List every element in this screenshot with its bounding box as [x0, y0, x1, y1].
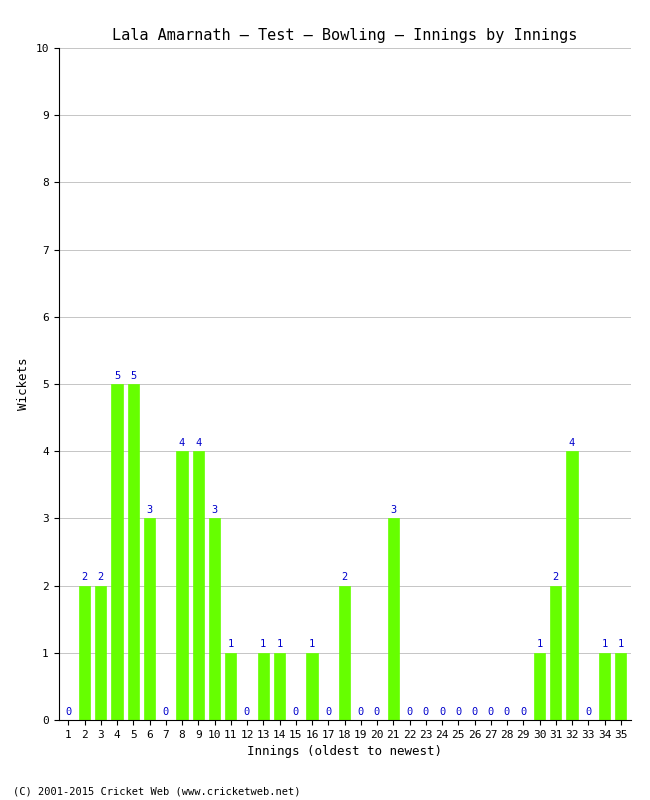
Title: Lala Amarnath – Test – Bowling – Innings by Innings: Lala Amarnath – Test – Bowling – Innings…: [112, 28, 577, 42]
Bar: [339, 586, 350, 720]
Text: 0: 0: [520, 706, 526, 717]
Bar: [79, 586, 90, 720]
Bar: [274, 653, 285, 720]
Bar: [599, 653, 610, 720]
Bar: [192, 451, 204, 720]
Text: 0: 0: [471, 706, 478, 717]
Bar: [387, 518, 399, 720]
Text: 0: 0: [374, 706, 380, 717]
Text: 0: 0: [244, 706, 250, 717]
Bar: [566, 451, 578, 720]
Bar: [209, 518, 220, 720]
Text: 0: 0: [325, 706, 332, 717]
Bar: [257, 653, 269, 720]
Text: 1: 1: [276, 639, 283, 650]
Text: 0: 0: [65, 706, 72, 717]
Bar: [176, 451, 188, 720]
Text: 1: 1: [601, 639, 608, 650]
Text: 1: 1: [536, 639, 543, 650]
Text: (C) 2001-2015 Cricket Web (www.cricketweb.net): (C) 2001-2015 Cricket Web (www.cricketwe…: [13, 786, 300, 796]
Text: 2: 2: [552, 572, 559, 582]
Bar: [550, 586, 562, 720]
Text: 5: 5: [114, 370, 120, 381]
Text: 0: 0: [585, 706, 592, 717]
Text: 2: 2: [98, 572, 104, 582]
Text: 2: 2: [341, 572, 348, 582]
Text: 2: 2: [81, 572, 88, 582]
Text: 0: 0: [488, 706, 494, 717]
Bar: [127, 384, 139, 720]
Bar: [534, 653, 545, 720]
Text: 0: 0: [162, 706, 169, 717]
Text: 4: 4: [179, 438, 185, 448]
X-axis label: Innings (oldest to newest): Innings (oldest to newest): [247, 746, 442, 758]
Bar: [95, 586, 107, 720]
Bar: [111, 384, 123, 720]
Text: 1: 1: [227, 639, 234, 650]
Text: 4: 4: [569, 438, 575, 448]
Text: 0: 0: [358, 706, 364, 717]
Text: 0: 0: [455, 706, 461, 717]
Text: 3: 3: [146, 505, 153, 515]
Text: 0: 0: [504, 706, 510, 717]
Text: 3: 3: [390, 505, 396, 515]
Bar: [306, 653, 318, 720]
Text: 0: 0: [406, 706, 413, 717]
Bar: [144, 518, 155, 720]
Bar: [615, 653, 627, 720]
Text: 3: 3: [211, 505, 218, 515]
Text: 1: 1: [618, 639, 624, 650]
Text: 4: 4: [195, 438, 202, 448]
Text: 0: 0: [439, 706, 445, 717]
Text: 0: 0: [422, 706, 429, 717]
Text: 1: 1: [309, 639, 315, 650]
Text: 5: 5: [130, 370, 136, 381]
Text: 0: 0: [292, 706, 299, 717]
Y-axis label: Wickets: Wickets: [17, 358, 30, 410]
Bar: [225, 653, 237, 720]
Text: 1: 1: [260, 639, 266, 650]
